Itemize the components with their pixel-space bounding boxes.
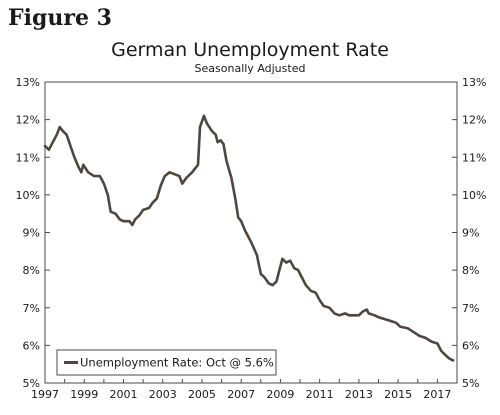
y-tick-label-left: 12% <box>16 114 40 127</box>
series-layer <box>43 114 455 362</box>
y-tick-label-right: 12% <box>462 114 486 127</box>
y-tick-label-left: 5% <box>23 377 40 390</box>
y-tick-label-left: 13% <box>16 76 40 89</box>
x-tick-label: 1999 <box>70 388 98 401</box>
y-tick-label-right: 6% <box>462 339 479 352</box>
chart-subtitle: Seasonally Adjusted <box>195 62 306 75</box>
x-tick-label: 2009 <box>266 388 294 401</box>
y-tick-label-right: 10% <box>462 189 486 202</box>
x-tick-label: 2001 <box>109 388 137 401</box>
axis-tick-labels: 5% 5% 6% 6% 7% 7% 8% 8% 9% 9% 10% 10% 11% 11% 12% 12% 13… <box>16 76 487 401</box>
x-tick-label: 2015 <box>384 388 412 401</box>
y-tick-label-right: 7% <box>462 302 479 315</box>
y-tick-label-left: 7% <box>23 302 40 315</box>
y-tick-label-right: 13% <box>462 76 486 89</box>
legend: Unemployment Rate: Oct @ 5.6% <box>56 349 277 376</box>
x-tick-label: 2011 <box>306 388 334 401</box>
plot-frame <box>44 81 458 384</box>
y-tick-label-left: 6% <box>23 339 40 352</box>
y-tick-label-right: 11% <box>462 151 486 164</box>
y-tick-label-right: 8% <box>462 264 479 277</box>
y-tick-label-left: 11% <box>16 151 40 164</box>
x-tick-label: 1997 <box>31 388 59 401</box>
series-line <box>43 114 455 362</box>
x-tick-label: 2017 <box>423 388 451 401</box>
legend-box <box>56 349 277 376</box>
x-tick-label: 2013 <box>345 388 373 401</box>
y-tick-label-right: 5% <box>462 377 479 390</box>
y-tick-label-left: 10% <box>16 189 40 202</box>
y-tick-label-right: 9% <box>462 227 479 240</box>
chart-title: German Unemployment Rate <box>111 39 389 61</box>
x-tick-label: 2007 <box>227 388 255 401</box>
x-tick-label: 2003 <box>149 388 177 401</box>
axis-ticks <box>44 81 458 384</box>
legend-label: Unemployment Rate: Oct @ 5.6% <box>80 356 274 370</box>
y-tick-label-left: 9% <box>23 227 40 240</box>
x-tick-label: 2005 <box>188 388 216 401</box>
y-tick-label-left: 8% <box>23 264 40 277</box>
figure-label: Figure 3 <box>8 5 112 31</box>
